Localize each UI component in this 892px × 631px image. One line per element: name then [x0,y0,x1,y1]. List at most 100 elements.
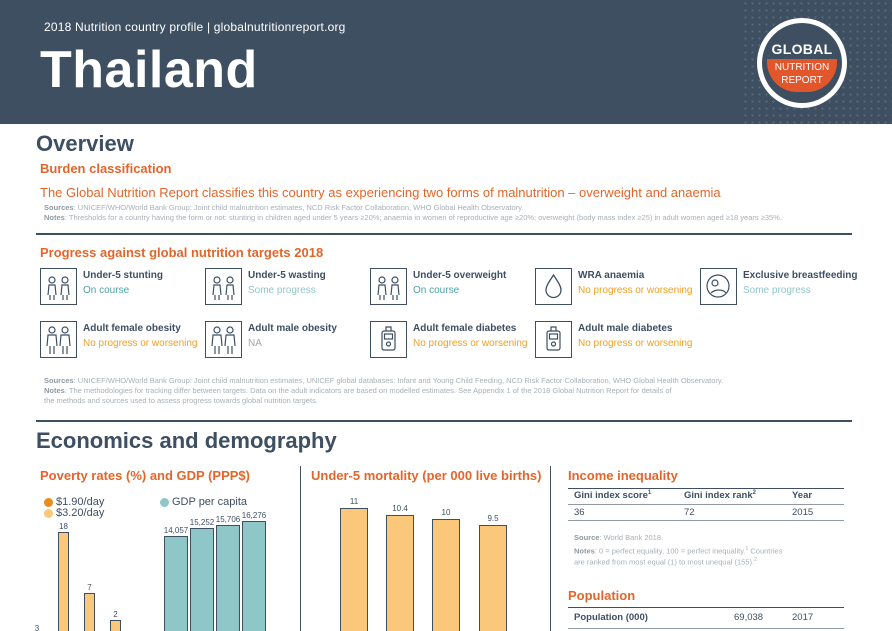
gdp-bar-label: 15,706 [215,514,241,524]
notes-text: : The methodologies for tracking differ … [64,386,672,395]
gdp-bar-label: 16,276 [241,511,267,520]
income-notes: Notes: 0 = perfect equality, 100 = perfe… [574,544,782,557]
footnote-mark: 2 [754,557,757,563]
gnr-logo: GLOBAL NUTRITION REPORT [757,18,847,108]
target-label: Adult male obesity [248,323,337,334]
poverty-bar [84,592,95,631]
notes-label: Notes [44,213,65,222]
glucose-meter-icon [535,321,572,358]
target-tile: Adult male obesity NA [205,321,370,365]
legend-320: $3.20/day [44,507,104,519]
logo-text-global: GLOBAL [771,41,833,57]
source-text: : World Bank 2018. [599,533,664,542]
sources-text: : UNICEF/WHO/World Bank Group: Joint chi… [73,203,524,212]
population-heading: Population [568,588,636,603]
gini-score-value: 36 [574,507,585,518]
children-icon [205,268,242,305]
column-divider [300,466,301,631]
target-status: Some progress [248,285,316,296]
target-status: No progress or worsening [83,338,198,349]
children-icon [370,268,407,305]
country-title: Thailand [40,41,258,99]
target-tile: Under-5 wasting Some progress [205,268,370,312]
progress-notes: Notes: The methodologies for tracking di… [44,386,672,396]
legend-swatch [44,508,53,518]
notes-text: : Thresholds for a country having the fo… [64,213,782,222]
table-rule [568,504,844,505]
target-label: Under-5 overweight [413,270,507,281]
gini-year-value: 2015 [792,507,814,518]
burden-text: The Global Nutrition Report classifies t… [40,185,721,200]
overview-title: Overview [36,131,134,156]
target-status: No progress or worsening [578,338,693,349]
section-divider [36,420,852,422]
blood-drop-icon [535,268,572,305]
report-subtitle: 2018 Nutrition country profile | globaln… [44,20,346,34]
legend-swatch [160,497,169,507]
source-label: Source [574,533,600,542]
target-status: No progress or worsening [578,285,693,296]
mortality-bar [386,514,414,631]
notes-text: Countries [748,546,783,556]
mortality-bar-label: 9.5 [487,513,499,523]
legend-label: GDP per capita [172,496,248,508]
target-label: Exclusive breastfeeding [743,270,858,281]
progress-notes-cont: the methods and sources used to assess p… [44,396,318,405]
target-tile: Exclusive breastfeeding Some progress [700,268,865,312]
adults-icon [40,321,77,358]
legend-gdp: GDP per capita [160,496,247,508]
target-status: Some progress [743,285,811,296]
mortality-bar-label: 10.4 [392,503,408,513]
mortality-bar-label: 11 [349,496,359,506]
footnote-mark: 1 [745,546,749,552]
table-rule [568,607,844,608]
target-label: Adult female diabetes [413,323,517,334]
notes-text: : 0 = perfect equality, 100 = perfect in… [594,546,746,556]
mortality-bar [340,507,368,631]
target-tile: Under-5 overweight On course [370,268,535,312]
mortality-bar [432,519,460,631]
poverty-bar-label: 3 [34,624,40,631]
column-divider [550,466,551,631]
legend-label: $3.20/day [56,507,105,519]
notes-label: Notes [44,386,65,395]
table-rule [568,520,844,521]
poverty-bar-label: 7 [87,582,92,592]
economics-title: Economics and demography [36,428,337,453]
header-year: Year [792,490,813,501]
target-tile: Adult female obesity No progress or worse… [40,321,205,365]
burden-sources: Sources: UNICEF/WHO/World Bank Group: Jo… [44,203,523,213]
footnote-mark: 2 [752,490,756,496]
sources-text: : UNICEF/WHO/World Bank Group: Joint chi… [73,376,724,385]
glucose-meter-icon [370,321,407,358]
sources-label: Sources [44,203,74,212]
poverty-bar-label: 2 [113,610,118,619]
income-notes-cont: are ranked from most equal (1) to most u… [574,555,757,568]
children-icon [40,268,77,305]
population-year: 2017 [792,612,814,623]
target-label: Under-5 stunting [83,270,163,281]
target-status: On course [413,285,460,296]
poverty-bar [110,620,121,631]
income-source: Source: World Bank 2018. [574,533,663,543]
mortality-heading: Under-5 mortality (per 000 live births) [311,468,542,483]
target-status: No progress or worsening [413,338,528,349]
header-text: Gini index score [574,490,648,502]
notes-label: Notes [574,546,595,556]
target-label: Under-5 wasting [248,270,326,281]
target-label: Adult female obesity [83,323,181,334]
gdp-bar-label: 15,252 [189,517,215,527]
adults-icon [205,321,242,358]
target-label: WRA anaemia [578,270,645,281]
progress-heading: Progress against global nutrition target… [40,245,324,260]
target-tile: WRA anaemia No progress or worsening [535,268,700,312]
header-text: Gini index rank [684,490,753,502]
header-gini-score: Gini index score1 [574,490,651,501]
gini-rank-value: 72 [684,507,695,518]
table-rule [568,488,844,489]
gdp-bar-label: 14,057 [163,525,189,535]
target-status: NA [248,338,262,349]
income-heading: Income inequality [568,468,678,483]
target-tile: Adult female diabetes No progress or wors… [370,321,535,365]
mortality-bar-label: 10 [441,508,451,517]
